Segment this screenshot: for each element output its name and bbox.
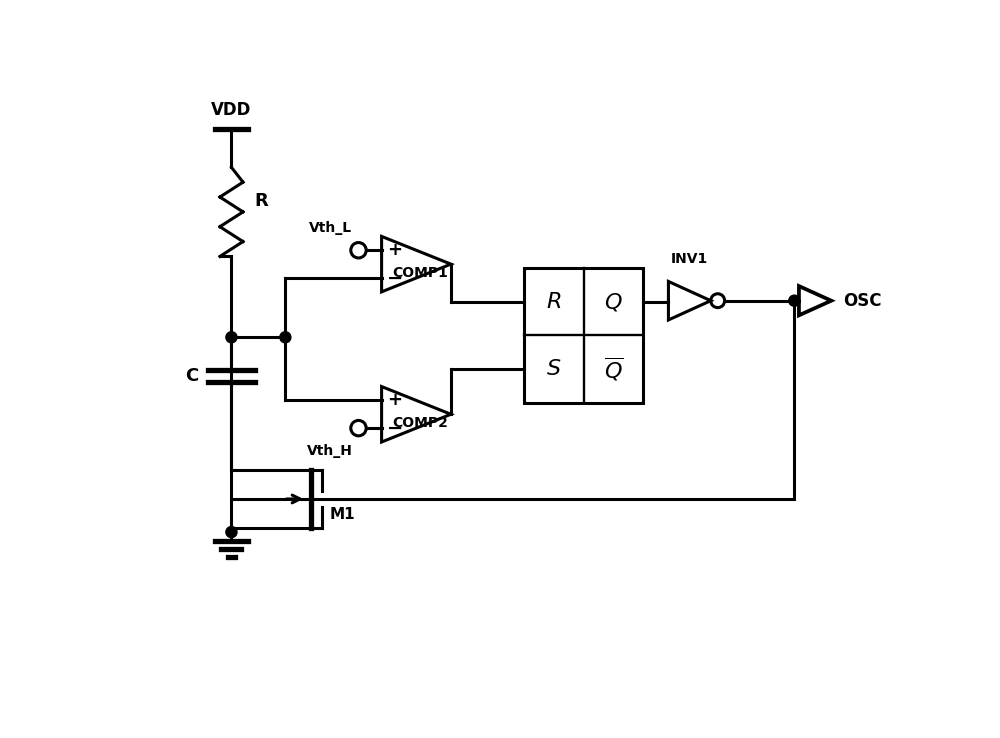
Circle shape xyxy=(226,526,237,537)
Text: $Q$: $Q$ xyxy=(604,291,623,313)
Text: Vth_L: Vth_L xyxy=(309,221,352,235)
Text: −: − xyxy=(387,418,403,438)
Text: −: − xyxy=(387,269,403,288)
Text: Vth_H: Vth_H xyxy=(306,444,352,458)
Text: VDD: VDD xyxy=(211,100,252,119)
Text: COMP2: COMP2 xyxy=(392,415,448,430)
Bar xyxy=(524,268,643,403)
Text: R: R xyxy=(255,192,268,210)
Text: COMP1: COMP1 xyxy=(392,266,448,280)
Circle shape xyxy=(280,331,291,343)
Text: C: C xyxy=(185,367,198,384)
Circle shape xyxy=(789,295,800,306)
Text: OSC: OSC xyxy=(843,292,881,310)
Circle shape xyxy=(226,331,237,343)
Text: M1: M1 xyxy=(329,507,355,522)
Text: +: + xyxy=(387,391,402,410)
Text: $\overline{Q}$: $\overline{Q}$ xyxy=(604,356,623,383)
Text: $R$: $R$ xyxy=(546,292,562,311)
Text: $S$: $S$ xyxy=(546,359,562,379)
Text: +: + xyxy=(387,241,402,259)
Text: INV1: INV1 xyxy=(671,252,708,266)
